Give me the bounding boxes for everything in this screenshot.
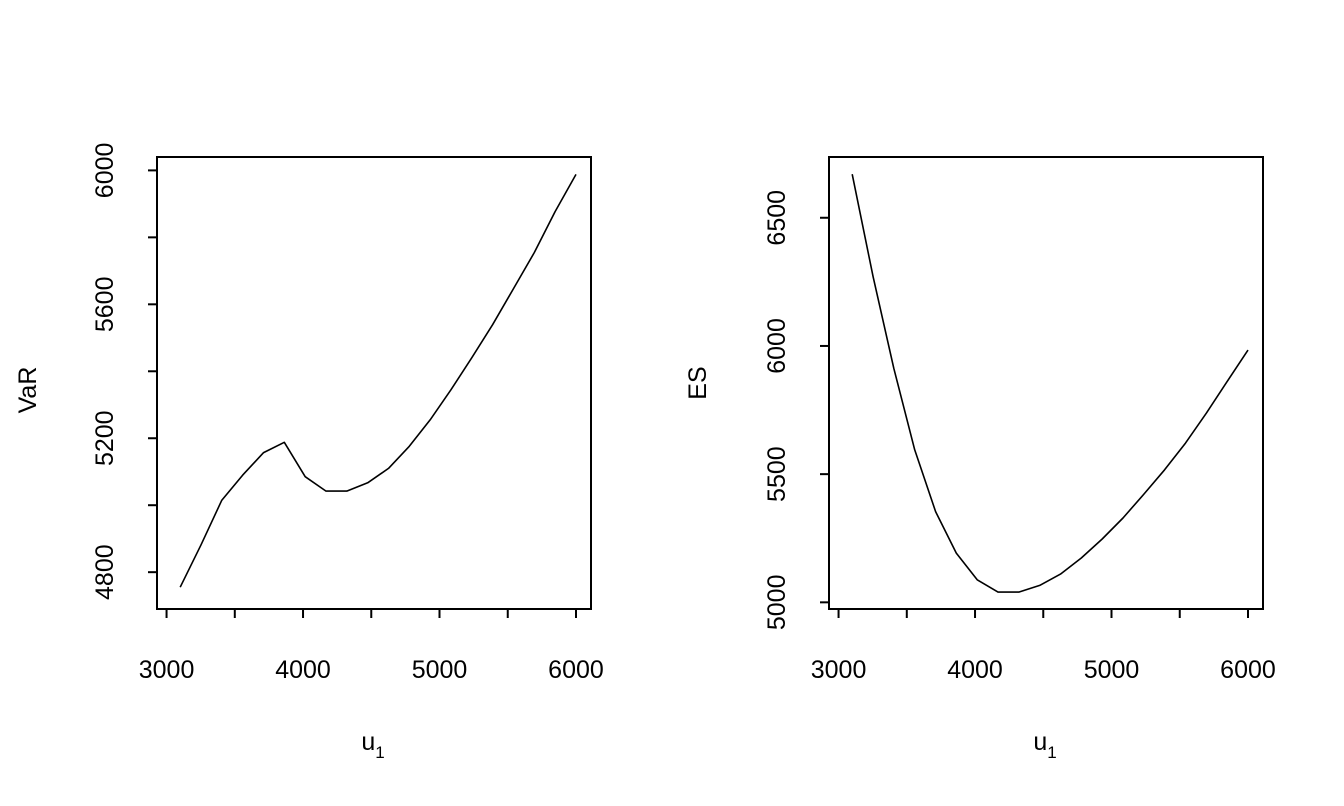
x-tick-label: 3000 [139, 656, 195, 684]
es-plot-panel: 3000 4000 5000 6000 5000 5500 6000 6500 ES u1 [684, 156, 1276, 762]
y-tick-label: 5500 [763, 446, 791, 502]
x-tick-label: 3000 [811, 656, 867, 684]
var-x-axis-title: u1 [361, 728, 384, 762]
var-plot-panel: 3000 4000 5000 6000 4800 5200 5600 6000 VaR u1 [14, 143, 604, 762]
x-tick-label: 5000 [412, 656, 468, 684]
y-tick-label: 5200 [91, 410, 119, 466]
x-tick-label: 6000 [1220, 656, 1276, 684]
var-x-axis-title-main: u [361, 728, 375, 756]
es-x-axis-title: u1 [1033, 728, 1056, 762]
y-tick-label: 6500 [763, 190, 791, 246]
es-line [851, 174, 1249, 593]
es-x-axis-title-subscript: 1 [1047, 743, 1056, 762]
es-x-axis: 3000 4000 5000 6000 [811, 608, 1276, 684]
x-tick-label: 6000 [548, 656, 604, 684]
es-y-axis-title: ES [684, 366, 712, 399]
var-x-axis-title-subscript: 1 [375, 743, 384, 762]
y-tick-label: 6000 [763, 318, 791, 374]
x-tick-label: 5000 [1084, 656, 1140, 684]
var-x-axis: 3000 4000 5000 6000 [139, 608, 604, 684]
y-tick-label: 5000 [763, 575, 791, 631]
x-tick-label: 4000 [947, 656, 1003, 684]
var-y-axis-title: VaR [14, 367, 42, 414]
x-tick-label: 4000 [275, 656, 331, 684]
var-y-axis: 4800 5200 5600 6000 [91, 143, 158, 600]
es-x-axis-title-main: u [1033, 728, 1047, 756]
var-line [179, 174, 577, 588]
y-tick-label: 4800 [91, 544, 119, 600]
es-y-axis: 5000 5500 6000 6500 [763, 190, 830, 631]
y-tick-label: 6000 [91, 143, 119, 199]
y-tick-label: 5600 [91, 277, 119, 333]
